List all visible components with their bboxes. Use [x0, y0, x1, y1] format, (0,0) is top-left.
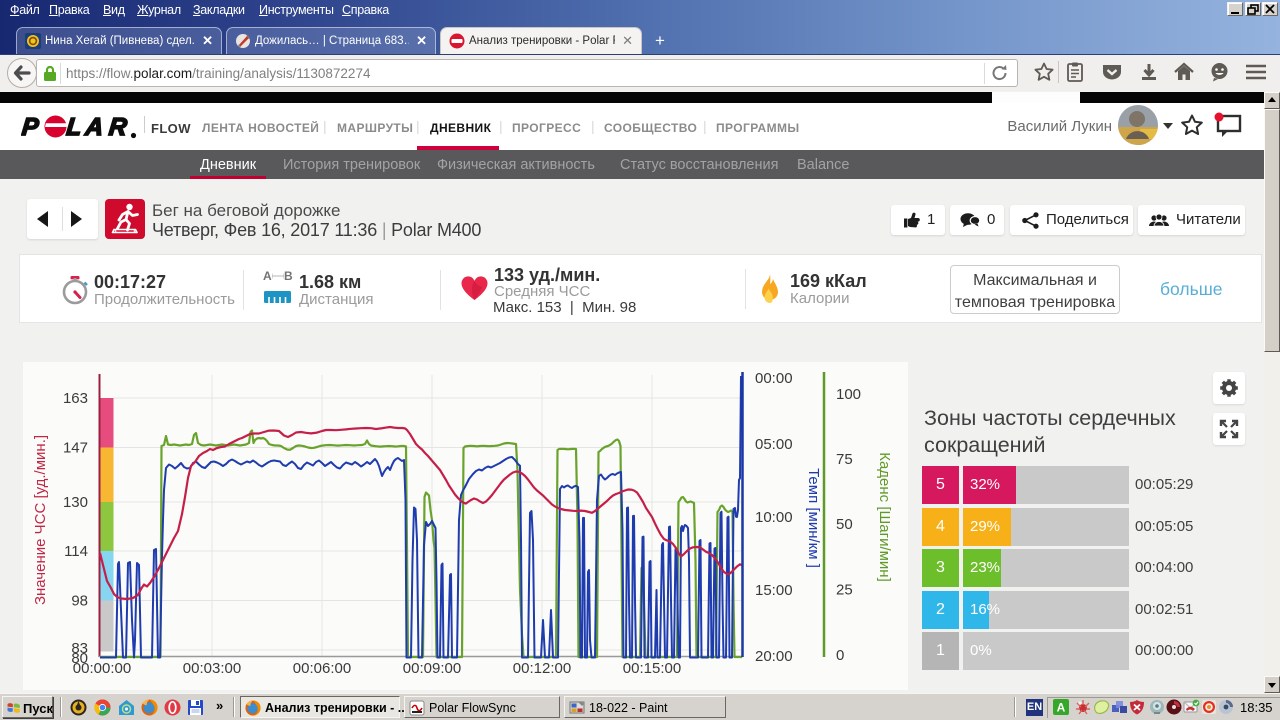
svg-text:A: A: [1057, 701, 1066, 715]
svg-text:130: 130: [63, 494, 88, 511]
svg-text:00:06:00: 00:06:00: [293, 660, 351, 677]
svg-text:10:00: 10:00: [755, 509, 793, 526]
svg-text:Значение ЧСС [уд./мин.]: Значение ЧСС [уд./мин.]: [32, 435, 49, 605]
svg-text:00:03:00: 00:03:00: [183, 660, 241, 677]
svg-text:100: 100: [836, 386, 861, 403]
svg-text:00:00: 00:00: [755, 370, 793, 387]
svg-text:Темп [мин/км ]: Темп [мин/км ]: [805, 468, 822, 568]
svg-text:P: P: [21, 114, 40, 140]
svg-text:20:00: 20:00: [755, 648, 793, 665]
svg-text:00:09:00: 00:09:00: [403, 660, 461, 677]
svg-text:R: R: [108, 114, 129, 140]
svg-text:163: 163: [63, 390, 88, 407]
svg-text:L: L: [65, 114, 83, 140]
svg-text:00:12:00: 00:12:00: [513, 660, 571, 677]
svg-text:114: 114: [64, 543, 88, 560]
svg-text:15:00: 15:00: [755, 582, 793, 599]
svg-text:80: 80: [71, 650, 88, 667]
svg-text:50: 50: [836, 516, 853, 533]
svg-text:25: 25: [836, 582, 853, 599]
svg-text:Каденс [Шаги/мин]: Каденс [Шаги/мин]: [876, 452, 893, 582]
svg-text:83: 83: [71, 640, 88, 657]
svg-text:75: 75: [836, 451, 853, 468]
svg-text:05:00: 05:00: [755, 436, 793, 453]
svg-text:00:15:00: 00:15:00: [623, 660, 681, 677]
svg-text:98: 98: [71, 593, 88, 610]
svg-text:147: 147: [63, 440, 88, 457]
svg-text:00:00:00: 00:00:00: [73, 660, 131, 677]
svg-text:A: A: [83, 114, 105, 140]
svg-text:0: 0: [836, 647, 844, 664]
